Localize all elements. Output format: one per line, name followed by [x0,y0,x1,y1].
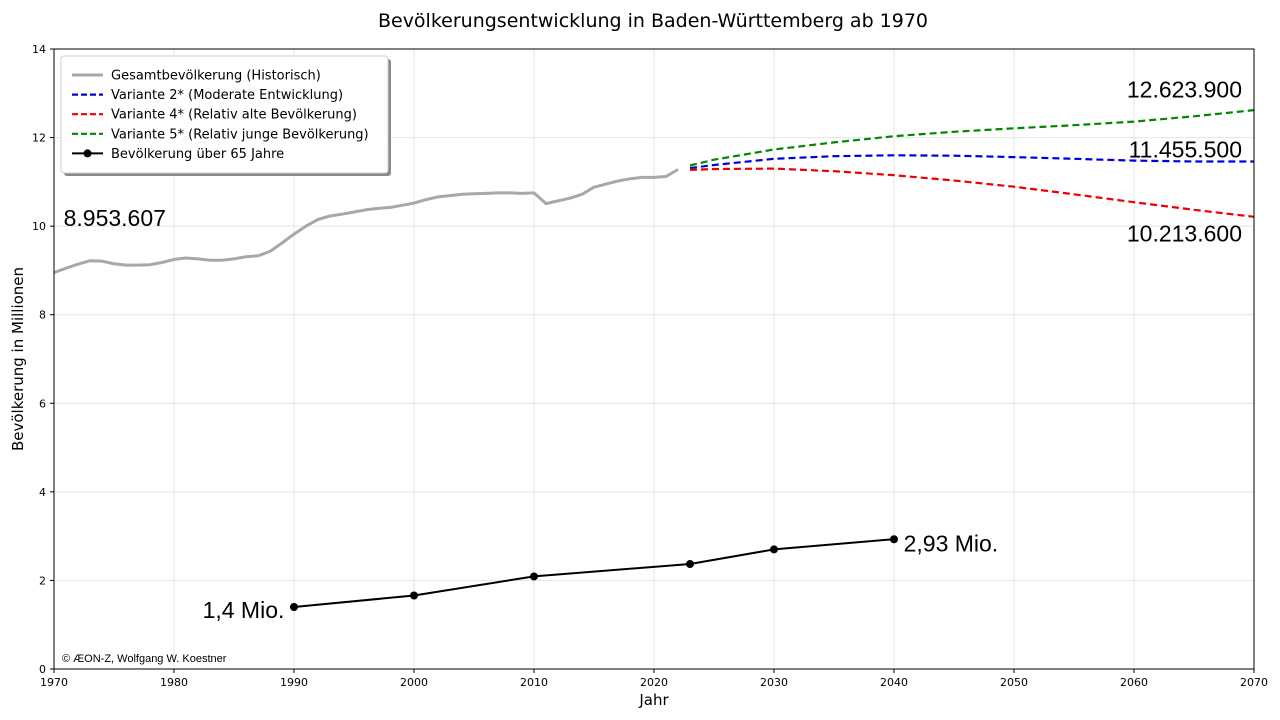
y-tick-label: 12 [32,132,46,145]
legend: Gesamtbevölkerung (Historisch) Variante 2… [60,55,391,176]
y-axis-label: Bevölkerung in Millionen [9,267,27,451]
x-tick-label: 2000 [400,676,428,689]
series-line-3 [689,167,1255,218]
value-annotation: 10.213.600 [1127,221,1242,247]
x-tick-label: 2030 [760,676,788,689]
data-point [890,535,898,544]
x-tick-label: 2050 [1000,676,1028,689]
x-tick-label: 2020 [640,676,668,689]
x-tick-label: 2060 [1120,676,1148,689]
legend-marker [83,149,92,158]
x-axis-label: Jahr [638,691,669,709]
legend-items: Gesamtbevölkerung (Historisch) Variante 2… [72,69,369,162]
tick-layer: 1970 1980 1990 2000 2010 2020 2030 2040 2050 2060… [32,43,1268,689]
series-line-5 [293,538,895,608]
value-annotation: 12.623.900 [1127,77,1242,103]
legend-label-4: Variante 5* (Relativ junge Bevölkerung) [111,127,369,142]
y-tick-label: 4 [39,486,46,499]
value-annotation: 1,4 Mio. [203,597,285,623]
value-annotation: 11.455.500 [1129,137,1242,163]
legend-label-1: Gesamtbevölkerung (Historisch) [111,69,321,84]
x-tick-label: 2010 [520,676,548,689]
y-tick-label: 0 [39,663,46,676]
data-point [410,591,418,600]
data-point [290,603,298,611]
x-tick-label: 2040 [880,676,908,689]
series-line-2 [689,154,1254,170]
x-tick-label: 2070 [1240,676,1268,689]
y-tick-label: 14 [32,43,46,56]
legend-label-5: Bevölkerung über 65 Jahre [111,147,284,162]
x-tick-label: 1970 [40,676,68,689]
series-layer [53,109,1255,611]
y-tick-label: 8 [39,309,46,322]
data-point [686,560,694,569]
y-tick-label: 10 [32,220,46,233]
data-point [530,572,538,581]
copyright-note: © ÆON-Z, Wolfgang W. Koestner [62,653,227,665]
legend-label-3: Variante 4* (Relativ alte Bevölkerung) [111,108,357,123]
y-tick-label: 6 [39,397,46,410]
chart-title: Bevölkerungsentwicklung in Baden-Württem… [378,10,928,32]
series-line-1 [53,168,679,275]
legend-box [60,55,389,174]
annotation-layer: 8.953.607 12.623.900 11.455.500 10.213.600 2… [64,77,1242,623]
y-tick-label: 2 [39,574,46,587]
value-annotation: 2,93 Mio. [904,531,999,557]
value-annotation: 8.953.607 [64,205,166,231]
x-tick-label: 1990 [280,676,308,689]
x-tick-label: 1980 [160,676,188,689]
series-line-4 [689,109,1255,167]
legend-label-2: Variante 2* (Moderate Entwicklung) [111,88,343,103]
data-point [770,545,778,554]
